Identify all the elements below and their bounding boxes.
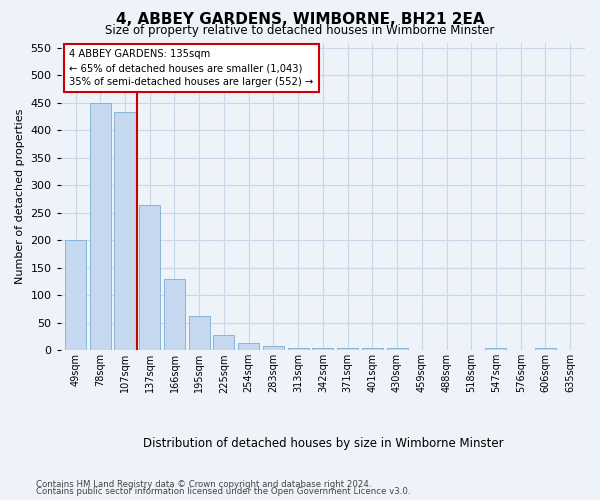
Bar <box>263 346 284 350</box>
Bar <box>214 335 235 350</box>
Bar <box>386 348 407 350</box>
Text: Size of property relative to detached houses in Wimborne Minster: Size of property relative to detached ho… <box>106 24 494 37</box>
Bar <box>90 103 111 350</box>
Y-axis label: Number of detached properties: Number of detached properties <box>15 108 25 284</box>
Bar <box>238 342 259 350</box>
X-axis label: Distribution of detached houses by size in Wimborne Minster: Distribution of detached houses by size … <box>143 437 503 450</box>
Bar <box>188 316 210 350</box>
Bar <box>115 112 136 350</box>
Text: Contains HM Land Registry data © Crown copyright and database right 2024.: Contains HM Land Registry data © Crown c… <box>36 480 371 489</box>
Text: Contains public sector information licensed under the Open Government Licence v3: Contains public sector information licen… <box>36 487 410 496</box>
Bar <box>313 348 334 350</box>
Bar <box>485 348 506 350</box>
Bar <box>164 279 185 350</box>
Text: 4, ABBEY GARDENS, WIMBORNE, BH21 2EA: 4, ABBEY GARDENS, WIMBORNE, BH21 2EA <box>116 12 484 28</box>
Bar <box>287 348 308 350</box>
Bar <box>139 204 160 350</box>
Text: 4 ABBEY GARDENS: 135sqm
← 65% of detached houses are smaller (1,043)
35% of semi: 4 ABBEY GARDENS: 135sqm ← 65% of detache… <box>70 49 314 87</box>
Bar <box>535 348 556 350</box>
Bar <box>65 240 86 350</box>
Bar <box>362 348 383 350</box>
Bar <box>337 348 358 350</box>
